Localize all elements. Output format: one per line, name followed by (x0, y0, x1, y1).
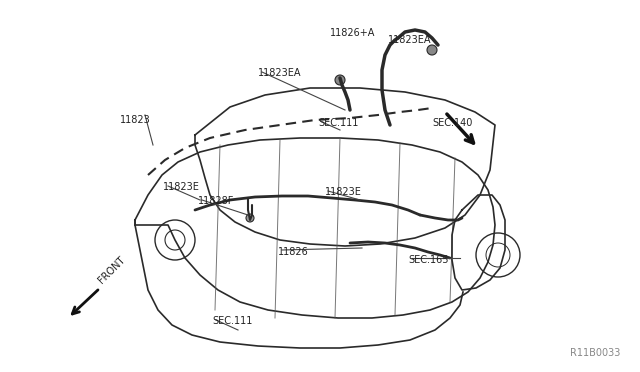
Text: 11823: 11823 (120, 115, 151, 125)
Text: 11823E: 11823E (163, 182, 200, 192)
Text: 11823EA: 11823EA (388, 35, 431, 45)
Text: R11B0033: R11B0033 (570, 348, 620, 358)
Text: 11826: 11826 (278, 247, 308, 257)
Text: 11823EA: 11823EA (258, 68, 301, 78)
Text: SEC.140: SEC.140 (432, 118, 472, 128)
Text: SEC.165: SEC.165 (408, 255, 449, 265)
Text: FRONT: FRONT (96, 254, 127, 285)
Circle shape (335, 75, 345, 85)
Text: SEC.111: SEC.111 (318, 118, 358, 128)
Text: SEC.111: SEC.111 (212, 316, 252, 326)
Circle shape (246, 214, 254, 222)
Text: 11823E: 11823E (325, 187, 362, 197)
Text: 11828F: 11828F (198, 196, 234, 206)
Text: 11826+A: 11826+A (330, 28, 376, 38)
Circle shape (427, 45, 437, 55)
